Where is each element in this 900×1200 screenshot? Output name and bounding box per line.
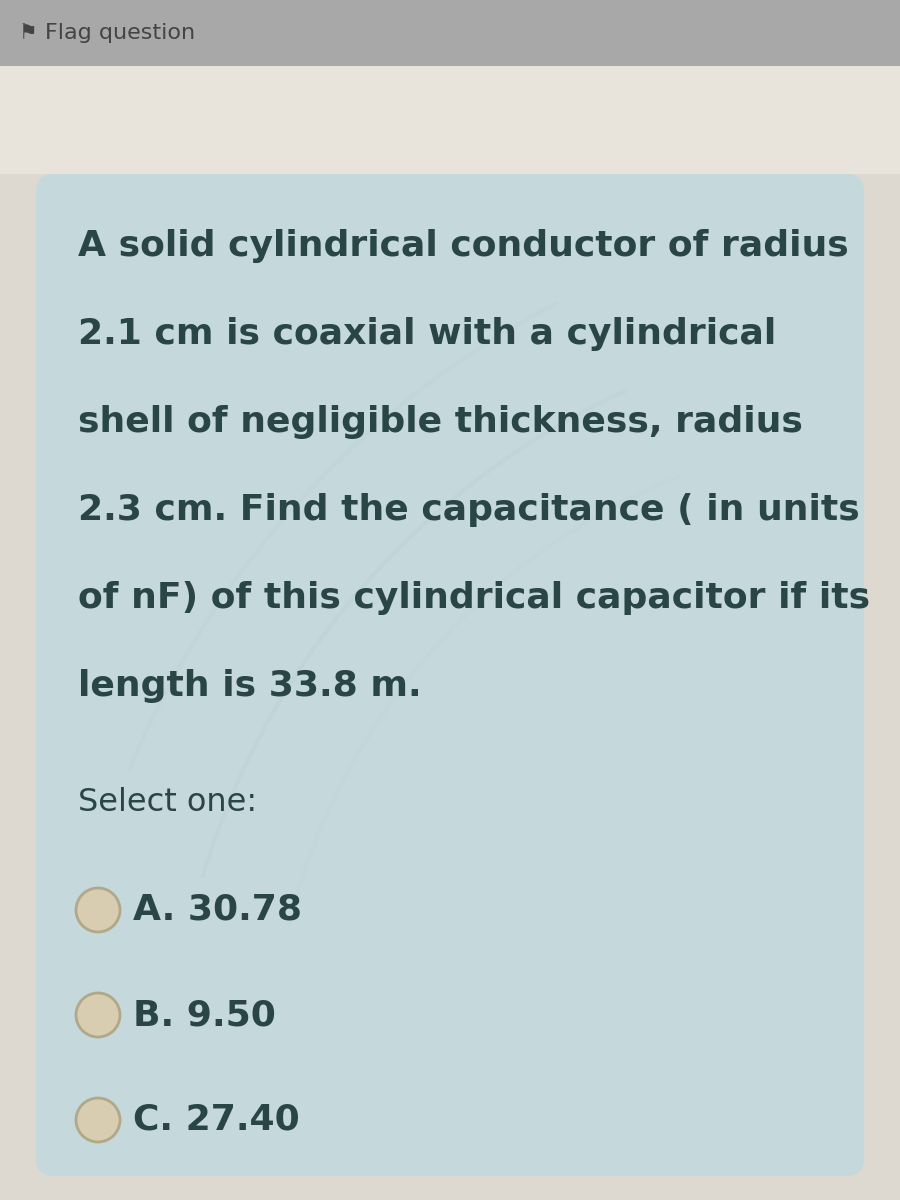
Circle shape xyxy=(76,994,120,1037)
FancyBboxPatch shape xyxy=(0,0,900,66)
Text: B. 9.50: B. 9.50 xyxy=(133,998,276,1032)
Text: A. 30.78: A. 30.78 xyxy=(133,893,302,926)
FancyBboxPatch shape xyxy=(36,174,864,1176)
Text: 2.3 cm. Find the capacitance ( in units: 2.3 cm. Find the capacitance ( in units xyxy=(78,493,860,527)
Text: length is 33.8 m.: length is 33.8 m. xyxy=(78,670,421,703)
FancyBboxPatch shape xyxy=(0,66,900,174)
Circle shape xyxy=(76,1098,120,1142)
Text: 2.1 cm is coaxial with a cylindrical: 2.1 cm is coaxial with a cylindrical xyxy=(78,317,776,350)
Text: Select one:: Select one: xyxy=(78,787,257,818)
Text: Flag question: Flag question xyxy=(45,23,195,43)
Text: shell of negligible thickness, radius: shell of negligible thickness, radius xyxy=(78,404,803,439)
Text: of nF) of this cylindrical capacitor if its: of nF) of this cylindrical capacitor if … xyxy=(78,581,870,614)
Text: ⚑: ⚑ xyxy=(18,23,37,43)
Text: A solid cylindrical conductor of radius: A solid cylindrical conductor of radius xyxy=(78,229,849,263)
Circle shape xyxy=(76,888,120,932)
Text: C. 27.40: C. 27.40 xyxy=(133,1103,300,1138)
